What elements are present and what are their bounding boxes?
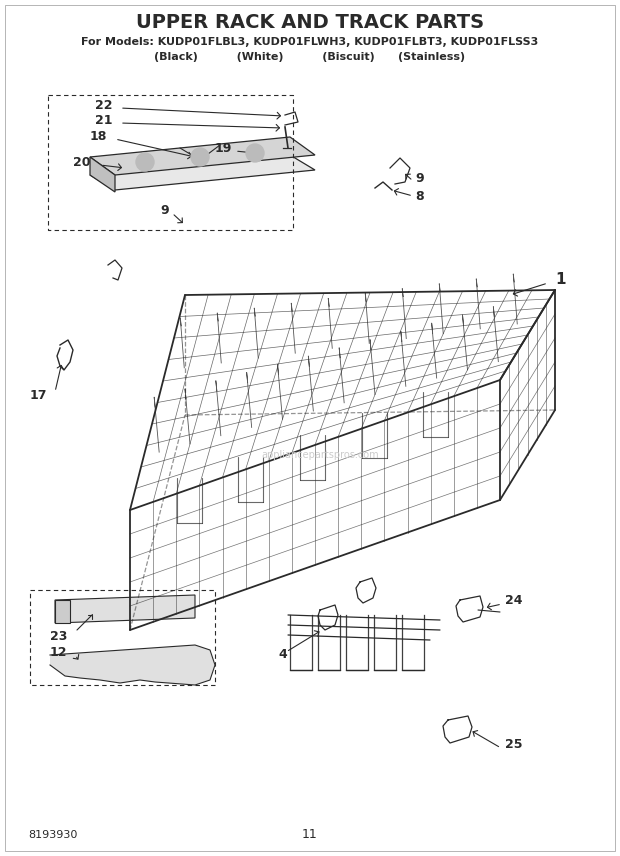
Polygon shape	[90, 137, 315, 175]
Polygon shape	[90, 155, 315, 190]
Polygon shape	[50, 645, 215, 685]
Text: 21: 21	[95, 114, 112, 127]
Text: UPPER RACK AND TRACK PARTS: UPPER RACK AND TRACK PARTS	[136, 13, 484, 32]
Circle shape	[136, 153, 154, 171]
Polygon shape	[55, 600, 70, 623]
Text: 8193930: 8193930	[28, 830, 78, 840]
Polygon shape	[90, 157, 115, 192]
Polygon shape	[55, 595, 195, 623]
Circle shape	[246, 144, 264, 162]
Text: 18: 18	[90, 129, 107, 142]
Text: 25: 25	[505, 739, 523, 752]
Circle shape	[191, 148, 209, 166]
Text: For Models: KUDP01FLBL3, KUDP01FLWH3, KUDP01FLBT3, KUDP01FLSS3: For Models: KUDP01FLBL3, KUDP01FLWH3, KU…	[81, 37, 539, 47]
Text: 11: 11	[302, 829, 318, 841]
Text: 23: 23	[50, 631, 68, 644]
Text: 9: 9	[415, 171, 423, 185]
Text: 1: 1	[555, 272, 565, 288]
Text: 19: 19	[215, 141, 232, 154]
Text: 4: 4	[278, 649, 286, 662]
Text: appliancepartspros.com: appliancepartspros.com	[261, 450, 379, 460]
Text: 8: 8	[415, 189, 423, 203]
Text: 17: 17	[30, 389, 48, 401]
Text: 9: 9	[160, 204, 169, 217]
Text: (Black)          (White)          (Biscuit)      (Stainless): (Black) (White) (Biscuit) (Stainless)	[154, 52, 466, 62]
Text: 24: 24	[505, 593, 523, 607]
Text: 20: 20	[73, 156, 91, 169]
Text: 12: 12	[50, 645, 68, 658]
Text: 22: 22	[95, 98, 112, 111]
